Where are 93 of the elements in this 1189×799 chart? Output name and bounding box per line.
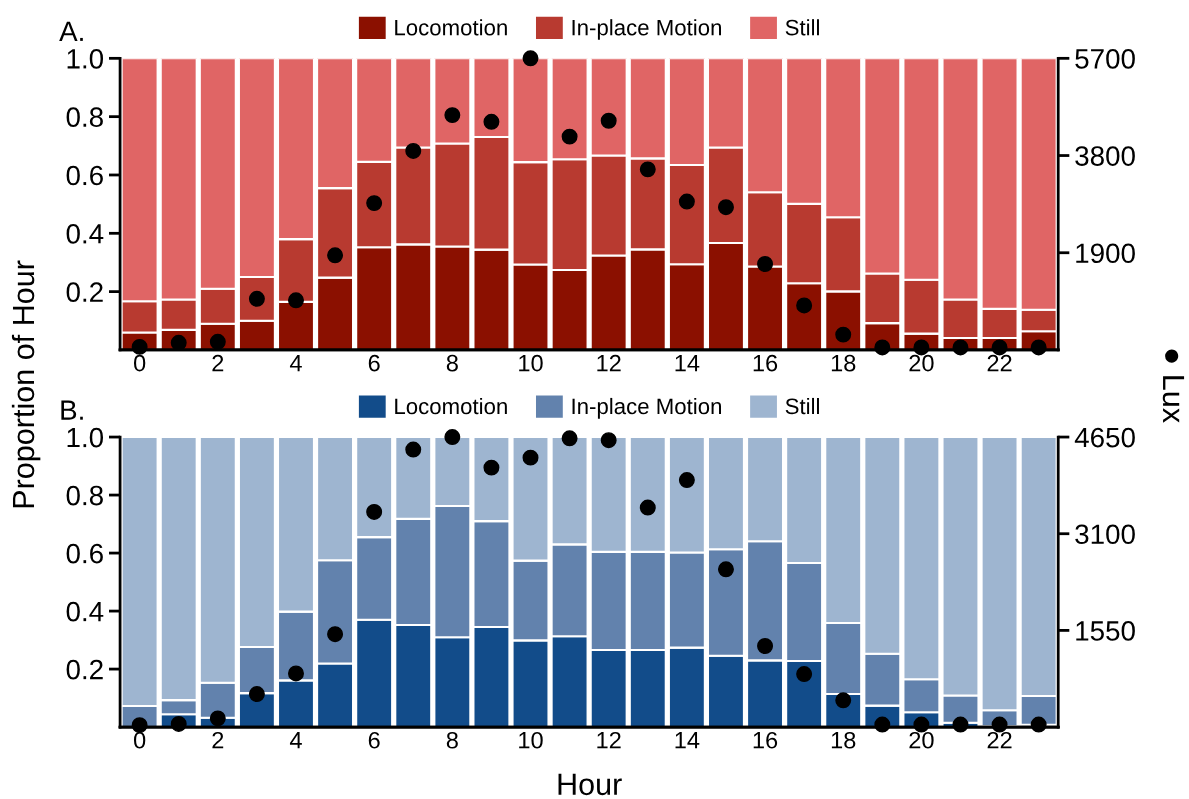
point [1030,339,1047,356]
point [639,499,656,516]
point [131,338,148,355]
y2-tick-label: 1900 [1076,243,1135,264]
x-axis-title: Hour [558,773,622,796]
point [366,195,383,212]
point [366,503,383,520]
point [288,665,304,682]
point [835,692,852,709]
point [600,432,617,449]
legend-label: In-place Motion [572,19,721,40]
y-tick-label: 0.4 [66,223,104,244]
x-tick-label: 14 [675,732,700,749]
point [561,430,578,447]
point [600,112,617,129]
y-tick-label: 0.2 [66,659,103,680]
x-tick-label: 8 [446,731,458,749]
point [522,449,539,466]
legend-label: Still [785,19,819,36]
point [835,326,852,343]
legend-label: In-place Motion [572,397,721,419]
x-tick-label: 0 [133,731,146,749]
x-tick-label: 20 [909,731,934,749]
x-tick-label: 22 [987,731,1012,749]
x-tick-label: 20 [909,354,934,372]
x-tick-label: 12 [597,354,621,372]
point [717,561,734,578]
point [327,626,344,643]
point [717,199,734,216]
y2-tick-label: 5700 [1075,49,1135,69]
x-tick-label: 18 [831,354,856,372]
x-tick-label: 2 [212,354,224,372]
x-tick-label: 16 [753,731,778,749]
x-tick-label: 16 [753,354,778,372]
point [796,297,813,314]
point [1030,716,1047,733]
point [248,686,265,703]
chart-title: B. [61,400,83,420]
y-tick-label: 0.6 [66,543,103,564]
point [952,339,969,356]
point [757,638,774,654]
y2-axis-title: ● Lux [1162,349,1185,423]
x-tick-label: 10 [519,731,543,749]
chart-title: A. [59,21,83,41]
legend-label: Still [785,397,819,415]
x-tick-label: 18 [831,731,856,749]
x-tick-label: 4 [289,355,302,372]
y-tick-label: 1.0 [67,49,104,69]
point [483,113,500,130]
y2-tick-label: 3100 [1075,524,1135,545]
x-tick-label: 22 [987,354,1012,372]
point [444,107,461,124]
point [913,716,930,733]
y2-tick-label: 4650 [1074,427,1135,448]
point [288,292,304,309]
point [678,193,695,210]
y-tick-label: 0.4 [66,601,104,622]
point [757,256,774,272]
point [678,472,695,489]
point [405,441,422,458]
x-tick-label: 6 [368,731,380,749]
y-tick-label: 1.0 [67,427,104,448]
y-tick-label: 0.8 [66,107,103,127]
x-tick-label: 4 [289,732,302,749]
point [209,710,226,727]
x-tick-label: 6 [368,354,380,372]
x-tick-label: 12 [597,731,621,749]
y-tick-label: 0.8 [66,485,103,506]
point [796,666,813,683]
y-tick-label: 0.6 [66,165,103,186]
x-tick-label: 8 [446,354,458,372]
point [639,161,656,178]
x-tick-label: 10 [519,354,543,372]
point [561,128,578,145]
point [522,50,539,67]
y-tick-label: 0.2 [66,282,103,302]
point [991,716,1008,733]
point [405,142,422,159]
y-axis-title: Proportion of Hour [11,260,41,508]
point [483,459,500,476]
x-tick-label: 14 [675,355,700,372]
y2-tick-label: 3800 [1075,146,1135,166]
x-tick-label: 2 [212,731,224,749]
legend-label: Locomotion [395,397,507,415]
x-tick-label: 0 [133,354,146,372]
legend-label: Locomotion [395,19,507,36]
point [874,339,891,356]
point [444,429,461,446]
point [170,715,187,732]
point [952,716,969,733]
y2-tick-label: 1550 [1076,621,1135,641]
point [131,717,148,734]
point [327,247,344,264]
